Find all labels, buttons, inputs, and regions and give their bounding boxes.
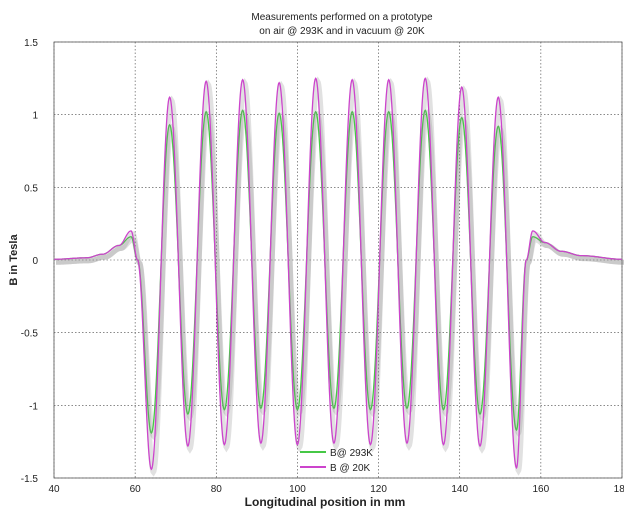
- y-tick-label: 1: [32, 111, 38, 122]
- x-tick-label: 120: [370, 484, 387, 495]
- series-shadow: [56, 109, 624, 440]
- chart-title-line-2: on air @ 293K and in vacuum @ 20K: [259, 26, 425, 37]
- x-tick-label: 40: [48, 484, 60, 495]
- x-tick-label: 60: [130, 484, 142, 495]
- y-tick-label: 1.5: [24, 38, 38, 49]
- legend-label-20k: B @ 20K: [330, 463, 371, 474]
- y-axis-title: B in Tesla: [8, 234, 20, 286]
- x-tick-label: 160: [533, 484, 550, 495]
- x-tick-label: 80: [211, 484, 223, 495]
- x-tick-label: 180: [614, 484, 624, 495]
- legend: B@ 293K B @ 20K: [300, 448, 373, 474]
- y-tick-label: 0.5: [24, 183, 38, 194]
- x-axis-title: Longitudinal position in mm: [245, 495, 406, 509]
- legend-label-293k: B@ 293K: [330, 448, 373, 459]
- axis-layer: [53, 41, 623, 479]
- chart-title-line-1: Measurements performed on a prototype: [251, 12, 433, 23]
- series-shadow: [56, 76, 624, 477]
- tick-label-layer: 40 60 80 100 120 140 160 180 1.5 1 0.5 0 -0.5 -1 -1.5: [21, 38, 624, 495]
- y-tick-label: -1: [29, 401, 38, 412]
- x-tick-label: 140: [451, 484, 468, 495]
- series-line-20k: [54, 77, 623, 471]
- series-layer: [54, 76, 624, 477]
- plot-frame: [53, 41, 623, 479]
- y-tick-label: 0: [32, 256, 38, 267]
- y-tick-label: -0.5: [21, 329, 39, 340]
- x-tick-label: 100: [289, 484, 306, 495]
- y-tick-label: -1.5: [21, 474, 39, 485]
